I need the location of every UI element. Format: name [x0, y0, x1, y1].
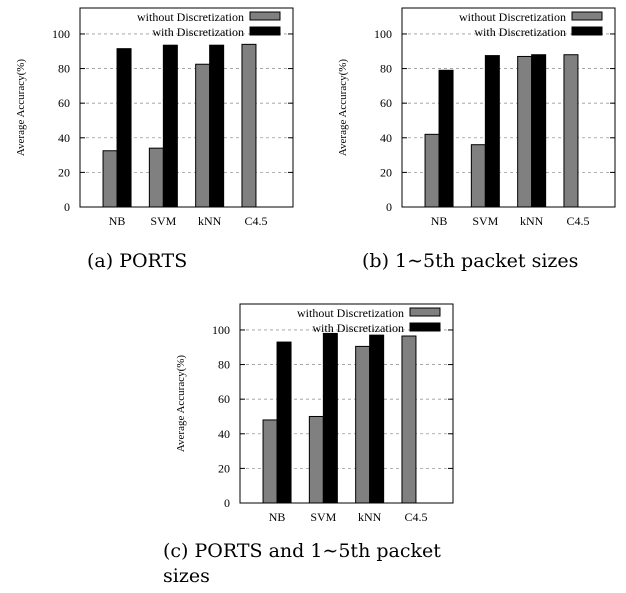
legend-label: with Discretization [312, 321, 404, 335]
bar-without-discretization-nb [424, 133, 440, 208]
x-tick-label: C4.5 [404, 510, 427, 524]
y-tick-label: 20 [58, 165, 70, 179]
bar-without-discretization-nb [262, 419, 278, 504]
y-tick-label: 40 [218, 427, 230, 441]
y-axis-label: Average Accuracy(%) [337, 59, 349, 157]
x-tick-label: C4.5 [244, 214, 267, 228]
y-tick-label: 80 [218, 358, 230, 372]
legend-swatch [409, 307, 441, 317]
x-tick-label: kNN [198, 214, 222, 228]
bar-with-discretization-nb [276, 341, 292, 504]
y-tick-label: 60 [380, 96, 392, 110]
y-tick-label: 60 [218, 392, 230, 406]
y-axis-label: Average Accuracy(%) [15, 59, 27, 157]
legend-label: with Discretization [152, 25, 244, 39]
x-tick-label: C4.5 [566, 214, 589, 228]
bar-with-discretization-nb [116, 48, 132, 208]
bar-with-discretization-nb [438, 69, 454, 208]
bar-without-discretization-nb [102, 150, 118, 208]
legend-swatch [571, 11, 603, 21]
y-tick-label: 0 [224, 496, 230, 510]
legend-label: with Discretization [474, 25, 566, 39]
chart-a: 0 20 40 60 80 100 Average Accuracy(%) NB SVM kNN C… [15, 7, 294, 228]
y-tick-label: 100 [52, 27, 70, 41]
bar-without-discretization-knn [517, 55, 533, 208]
x-tick-label: kNN [520, 214, 544, 228]
x-tick-label: SVM [310, 510, 336, 524]
y-tick-label: 0 [386, 200, 392, 214]
caption-b: (b) 1∼5th packet sizes [362, 250, 579, 272]
y-tick-label: 80 [380, 62, 392, 76]
y-tick-label: 40 [58, 131, 70, 145]
bar-without-discretization-c4-5 [563, 54, 579, 208]
legend-swatch [409, 322, 441, 332]
legend-label: without Discretization [137, 10, 244, 24]
bar-with-discretization-knn [531, 54, 547, 208]
bar-with-discretization-svm [322, 332, 338, 504]
y-tick-label: 20 [380, 165, 392, 179]
y-tick-label: 0 [64, 200, 70, 214]
bar-without-discretization-c4-5 [241, 43, 257, 208]
y-tick-label: 100 [212, 323, 230, 337]
plot-frame [79, 7, 294, 208]
y-tick-label: 20 [218, 461, 230, 475]
chart-b: 0 20 40 60 80 100 Average Accuracy(%) NB SVM kNN C… [337, 7, 616, 228]
legend-swatch [249, 11, 281, 21]
x-tick-label: SVM [472, 214, 498, 228]
legend-label: without Discretization [459, 10, 566, 24]
bar-without-discretization-svm [470, 144, 486, 208]
x-tick-label: NB [431, 214, 448, 228]
caption-a: (a) PORTS [87, 250, 188, 272]
bar-without-discretization-knn [355, 345, 371, 504]
bar-with-discretization-svm [162, 44, 178, 208]
y-tick-label: 100 [374, 27, 392, 41]
x-tick-label: NB [269, 510, 286, 524]
bar-with-discretization-knn [369, 334, 385, 504]
legend-swatch [249, 26, 281, 36]
y-axis-label: Average Accuracy(%) [175, 355, 187, 453]
plot-frame [239, 303, 454, 504]
bar-without-discretization-knn [195, 63, 211, 208]
legend-swatch [571, 26, 603, 36]
x-tick-label: NB [109, 214, 126, 228]
caption-c: (c) PORTS and 1∼5th packet sizes [163, 540, 441, 587]
legend-label: without Discretization [297, 306, 404, 320]
bar-without-discretization-svm [148, 147, 164, 208]
chart-c: 0 20 40 60 80 100 Average Accuracy(%) NB SVM kNN C… [175, 303, 454, 524]
x-tick-label: SVM [150, 214, 176, 228]
y-tick-label: 80 [58, 62, 70, 76]
plot-frame [401, 7, 616, 208]
bar-without-discretization-svm [308, 415, 324, 504]
y-tick-label: 60 [58, 96, 70, 110]
bar-with-discretization-knn [209, 44, 225, 208]
bar-with-discretization-svm [484, 55, 500, 208]
bar-without-discretization-c4-5 [401, 335, 417, 504]
x-tick-label: kNN [358, 510, 382, 524]
y-tick-label: 40 [380, 131, 392, 145]
